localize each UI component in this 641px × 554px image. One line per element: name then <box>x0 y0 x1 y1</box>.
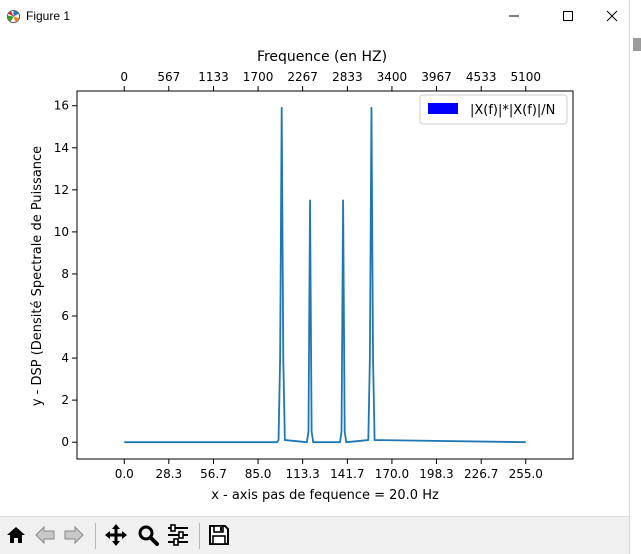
y-tick-label: 6 <box>61 309 69 323</box>
x-tick-label: 226.7 <box>464 467 498 481</box>
forward-arrow-icon <box>64 525 84 545</box>
x-tick-label: 0.0 <box>115 467 134 481</box>
x-tick-label: 141.7 <box>330 467 364 481</box>
top-x-tick-label: 1700 <box>243 70 274 84</box>
window-title: Figure 1 <box>26 9 71 23</box>
legend-swatch <box>428 103 458 114</box>
y-tick-label: 8 <box>61 267 69 281</box>
zoom-button[interactable] <box>134 521 162 549</box>
top-x-tick-label: 0 <box>120 70 128 84</box>
maximize-button[interactable] <box>545 0 591 32</box>
minimize-icon <box>509 15 519 17</box>
y-tick-label: 10 <box>54 225 69 239</box>
top-x-tick-label: 1133 <box>198 70 229 84</box>
legend[interactable]: |X(f)|*|X(f)|/N <box>419 94 568 125</box>
sliders-icon <box>168 524 188 546</box>
top-x-tick-label: 3967 <box>421 70 452 84</box>
forward-button[interactable] <box>60 521 88 549</box>
top-x-tick-label: 2267 <box>287 70 318 84</box>
save-button[interactable] <box>205 521 233 549</box>
title-bar[interactable]: Figure 1 <box>0 0 629 32</box>
background-window-edge <box>629 0 641 554</box>
x-tick-label: 255.0 <box>509 467 543 481</box>
x-tick-label: 170.0 <box>375 467 409 481</box>
y-tick-label: 0 <box>61 435 69 449</box>
legend-entry-label: |X(f)|*|X(f)|/N <box>470 103 555 118</box>
x-axis-label: x - axis pas de fequence = 20.0 Hz <box>211 488 439 503</box>
matplotlib-logo-icon <box>6 9 21 24</box>
move-icon <box>105 524 127 546</box>
series-line <box>124 106 526 444</box>
legend-box <box>419 94 568 125</box>
close-icon <box>606 10 618 22</box>
home-button[interactable] <box>2 521 30 549</box>
figure-canvas[interactable]: 0.0 28.3 56.7 85.0 113.3 141.7 170.0 198.3 226.7… <box>0 32 629 516</box>
y-tick-label: 16 <box>54 99 69 113</box>
toolbar-separator <box>199 523 200 549</box>
back-arrow-icon <box>35 525 55 545</box>
x-tick-label: 198.3 <box>419 467 453 481</box>
x-tick-label: 56.7 <box>200 467 227 481</box>
configure-subplots-button[interactable] <box>164 521 192 549</box>
back-button[interactable] <box>31 521 59 549</box>
navigation-toolbar <box>0 516 629 554</box>
plot-svg: 0.0 28.3 56.7 85.0 113.3 141.7 170.0 198.3 226.7… <box>30 49 574 503</box>
bottom-x-axis: 0.0 28.3 56.7 85.0 113.3 141.7 170.0 198.3 226.7… <box>115 459 543 481</box>
close-button[interactable] <box>589 0 635 32</box>
y-axis: 0 2 4 6 8 10 12 14 16 <box>54 99 77 449</box>
background-window-mark <box>633 38 641 51</box>
top-x-tick-label: 567 <box>157 70 180 84</box>
top-x-tick-label: 3400 <box>377 70 408 84</box>
maximize-icon <box>563 11 573 21</box>
x-tick-label: 85.0 <box>245 467 272 481</box>
x-tick-label: 113.3 <box>285 467 319 481</box>
top-x-tick-label: 2833 <box>332 70 363 84</box>
top-x-tick-label: 5100 <box>510 70 541 84</box>
y-tick-label: 4 <box>61 351 69 365</box>
x-tick-label: 28.3 <box>155 467 182 481</box>
y-axis-label: y - DSP (Densité Spectrale de Puissance <box>30 146 45 406</box>
floppy-disk-icon <box>209 525 229 545</box>
toolbar-separator <box>95 523 96 549</box>
y-tick-label: 12 <box>54 183 69 197</box>
home-icon <box>7 527 25 543</box>
y-tick-label: 2 <box>61 393 69 407</box>
minimize-button[interactable] <box>491 0 537 32</box>
magnifier-icon <box>138 525 159 546</box>
pan-button[interactable] <box>102 521 130 549</box>
top-x-axis-label: Frequence (en HZ) <box>257 49 387 65</box>
y-tick-label: 14 <box>54 141 69 155</box>
axes-frame[interactable] <box>76 90 574 460</box>
top-x-axis: 0 567 1133 1700 2267 2833 3400 3967 4533 5100 <box>120 70 541 91</box>
top-x-tick-label: 4533 <box>466 70 497 84</box>
series-lines <box>124 106 526 444</box>
